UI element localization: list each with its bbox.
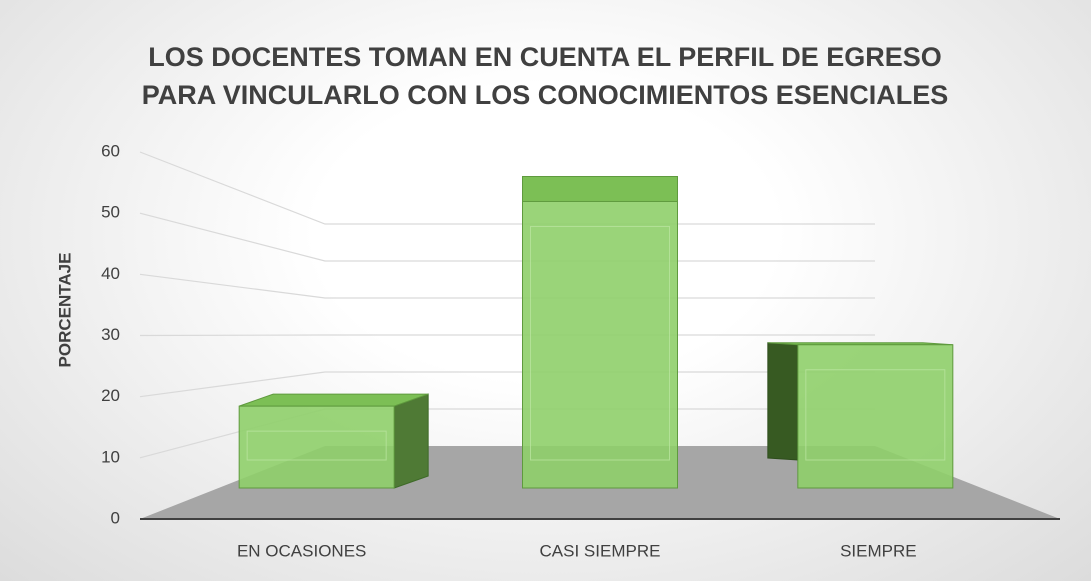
grid-line [139, 334, 875, 337]
bar-front [238, 405, 395, 489]
x-tick-label: EN OCASIONES [237, 541, 366, 560]
y-tick-label: 30 [101, 325, 120, 344]
bar-side [767, 342, 799, 461]
bar-inner [805, 369, 946, 461]
y-tick-label: 20 [101, 386, 120, 405]
y-axis-label: PORCENTAJE [55, 253, 74, 368]
bar [522, 175, 678, 489]
grid-line [139, 273, 875, 299]
bar [767, 342, 954, 489]
grid-line [139, 151, 875, 225]
bar-inner [246, 430, 387, 461]
bar-top [522, 175, 678, 202]
bar [238, 393, 429, 489]
bar-front [522, 200, 678, 489]
bar-front [797, 344, 954, 489]
y-tick-label: 50 [101, 203, 120, 222]
chart-title: LOS DOCENTES TOMAN EN CUENTA EL PERFIL D… [141, 42, 949, 110]
bar-top [239, 393, 429, 407]
bar-inner [530, 225, 670, 461]
x-tick-label: CASI SIEMPRE [540, 541, 661, 560]
grid-line [139, 212, 875, 262]
grid-line [139, 371, 875, 398]
y-tick-label: 0 [111, 508, 120, 527]
bar-side [393, 393, 429, 489]
x-tick-label: SIEMPRE [840, 541, 917, 560]
y-tick-label: 60 [101, 141, 120, 160]
y-tick-label: 10 [101, 447, 120, 466]
y-tick-label: 40 [101, 264, 120, 283]
